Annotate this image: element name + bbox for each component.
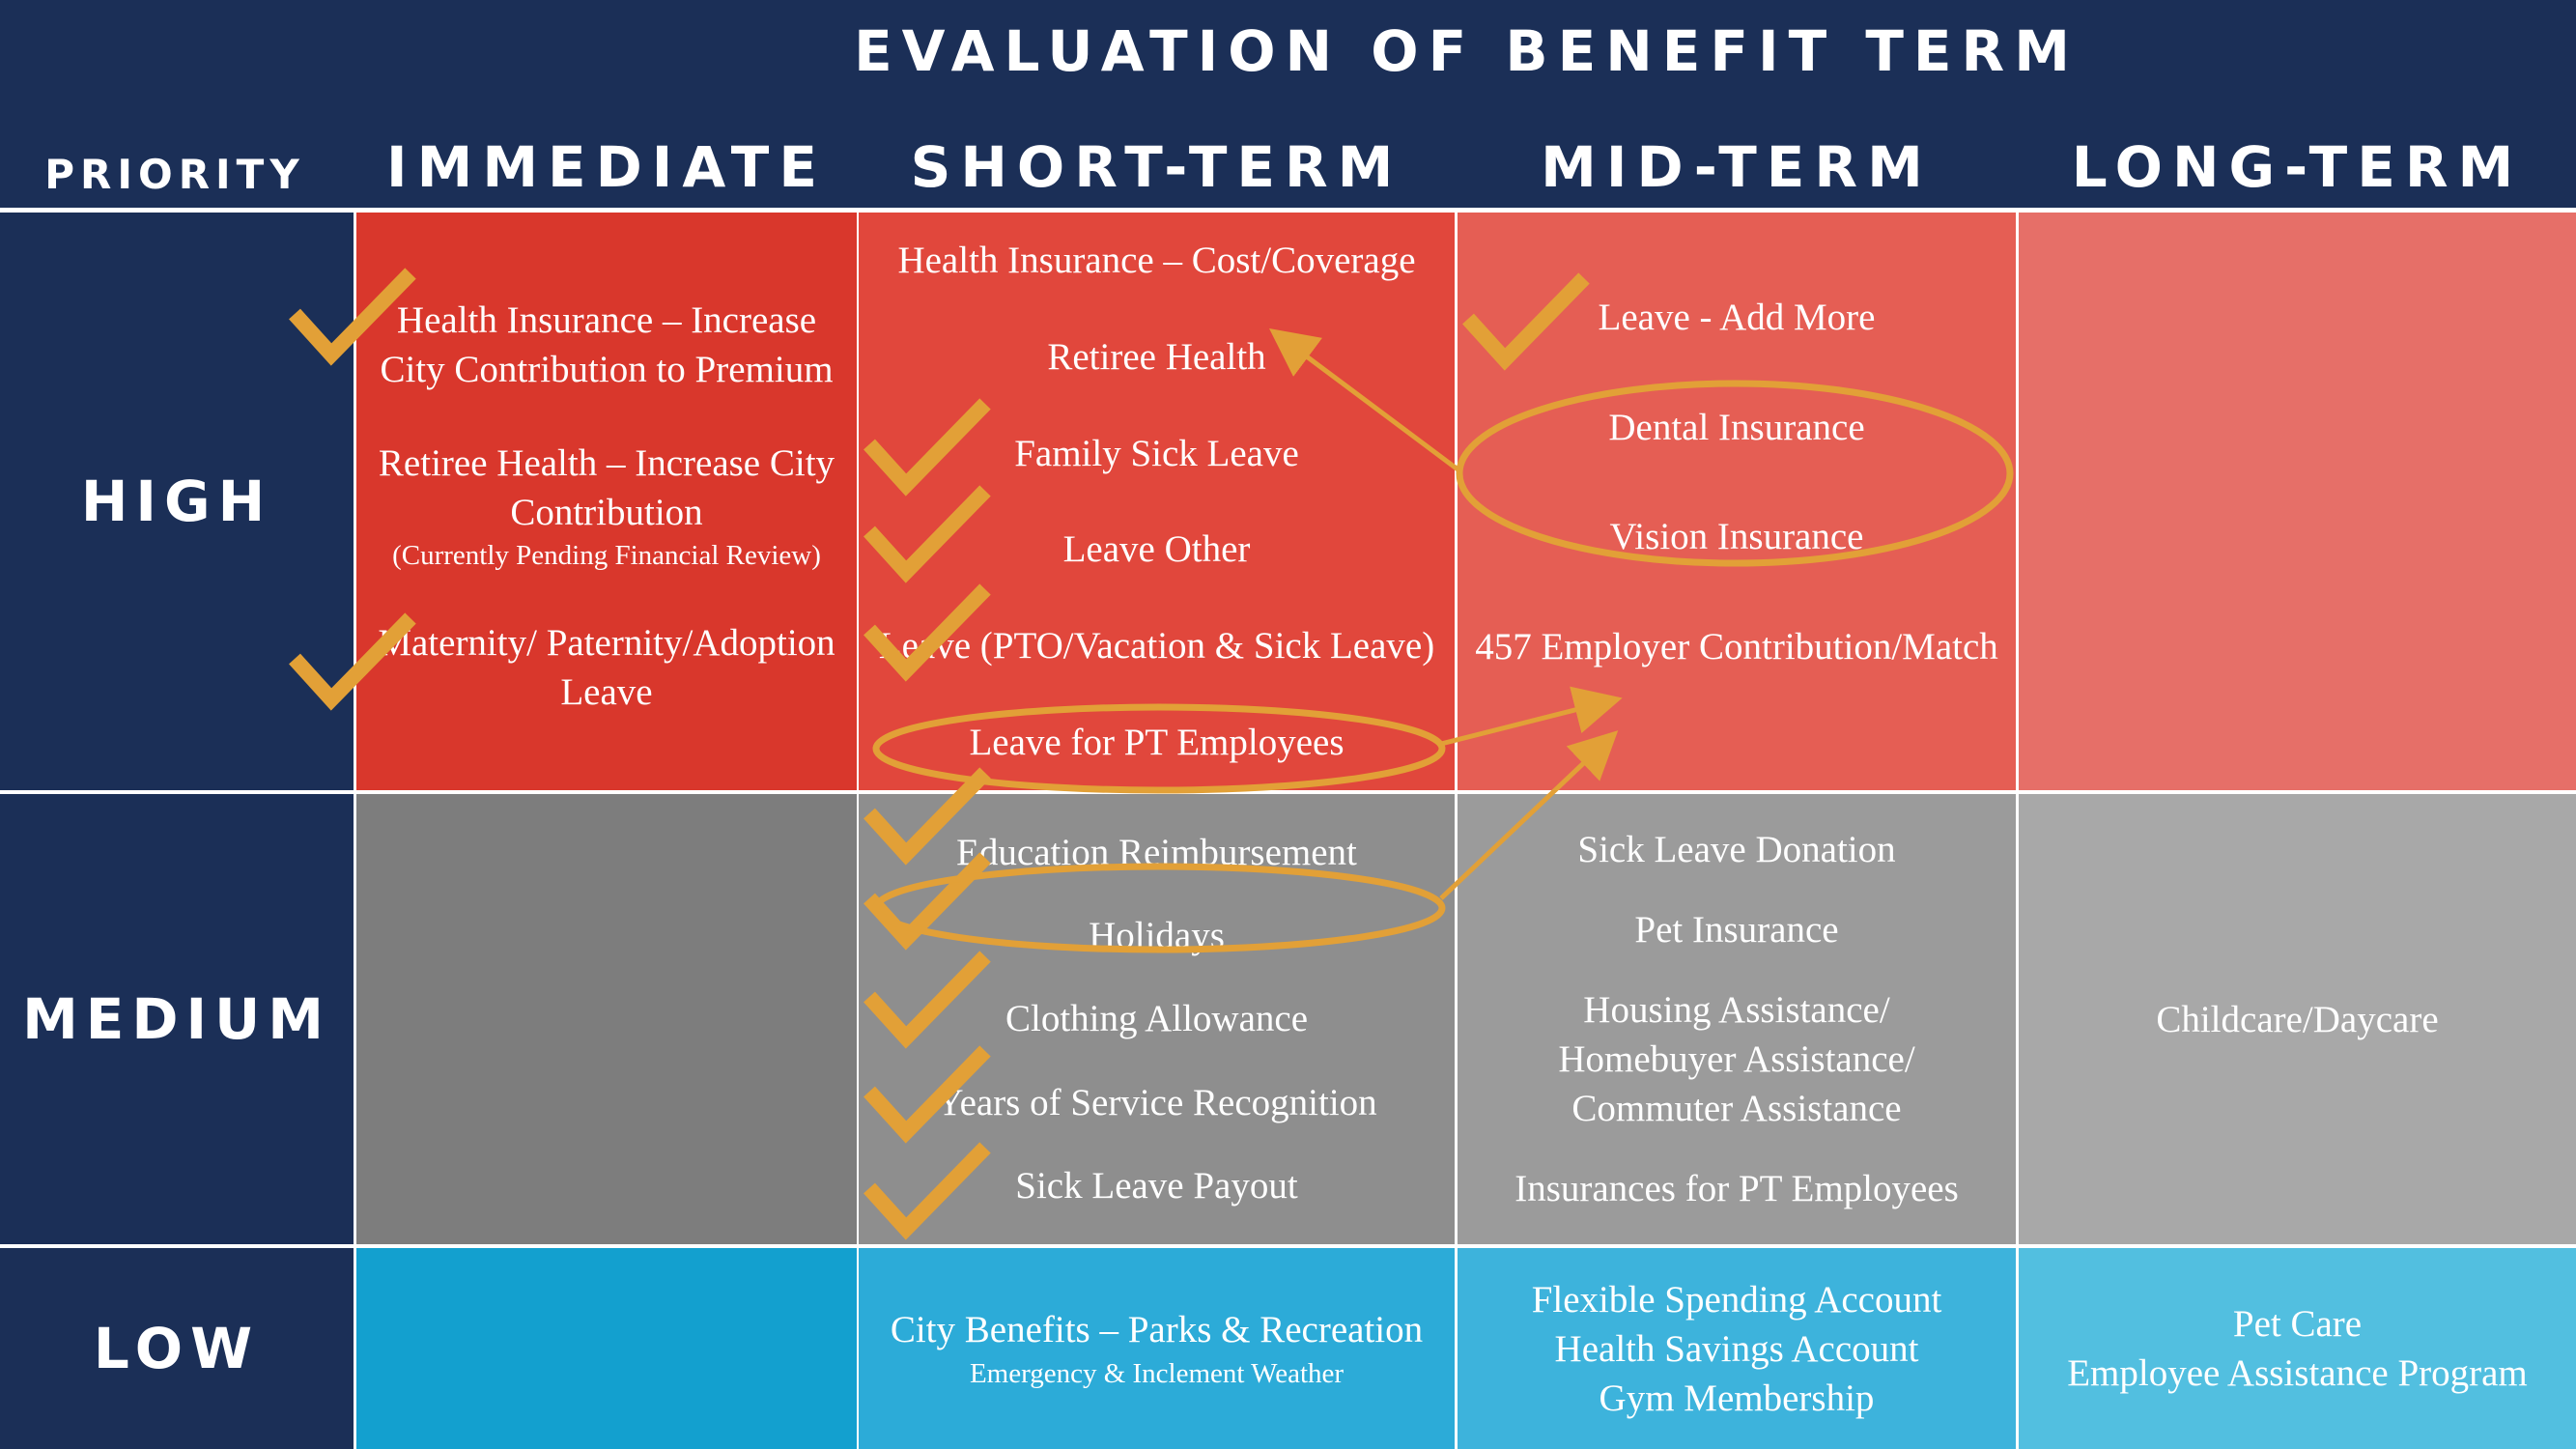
cell-low-mid-term: Flexible Spending Account Health Savings… [1458, 1248, 2016, 1449]
benefit-item: Leave (PTO/Vacation & Sick Leave) [878, 624, 1435, 667]
column-header-long-term: LONG-TERM [2071, 133, 2524, 200]
benefit-item: Employee Assistance Program [2067, 1352, 2528, 1394]
benefit-item: Health Savings Account [1554, 1327, 1919, 1370]
benefit-item: 457 Employer Contribution/Match [1475, 626, 1998, 668]
cell-medium-immediate [356, 794, 857, 1244]
benefit-item: Retiree Health – Increase City Contribut… [370, 439, 843, 574]
benefit-item: Sick Leave Payout [1015, 1164, 1298, 1207]
cell-medium-long-term: Childcare/Daycare [2019, 794, 2576, 1244]
benefit-item: Health Insurance – Increase City Contrib… [380, 299, 834, 390]
title: EVALUATION OF BENEFIT TERM [854, 17, 2080, 84]
benefit-item: Housing Assistance/ Homebuyer Assistance… [1558, 989, 1915, 1129]
benefit-item: Holidays [1089, 915, 1225, 957]
benefit-item: Leave for PT Employees [969, 721, 1345, 763]
benefit-item: Childcare/Daycare [2156, 998, 2439, 1040]
benefit-item: Dental Insurance [1608, 406, 1865, 448]
column-header-mid-term: MID-TERM [1541, 133, 1933, 200]
benefit-item: Retiree Health [1047, 335, 1266, 378]
benefit-item: Pet Insurance [1634, 909, 1839, 951]
benefit-item: Sick Leave Donation [1577, 829, 1896, 870]
benefit-item: Clothing Allowance [1005, 998, 1309, 1040]
row-label-high: HIGH [0, 213, 354, 790]
benefit-item: Family Sick Leave [1014, 432, 1299, 474]
column-header-immediate: IMMEDIATE [386, 133, 827, 200]
benefit-item: Vision Insurance [1609, 516, 1864, 558]
cell-medium-short-term: Education Reimbursement Holidays Clothin… [859, 794, 1455, 1244]
header-band [0, 0, 2576, 208]
benefit-item: Years of Service Recognition [936, 1081, 1377, 1123]
benefit-item: Maternity/ Paternity/Adoption Leave [378, 622, 835, 713]
priority-header: PRIORITY [44, 150, 305, 198]
benefit-item: Health Insurance – Cost/Coverage [897, 240, 1416, 282]
benefit-item: Emergency & Inclement Weather [969, 1357, 1345, 1389]
benefit-item: Flexible Spending Account [1531, 1278, 1942, 1321]
column-header-short-term: SHORT-TERM [910, 133, 1403, 200]
benefit-item: Education Reimbursement [956, 832, 1357, 874]
benefit-item: Pet Care [2232, 1303, 2363, 1345]
cell-high-short-term: Health Insurance – Cost/Coverage Retiree… [859, 213, 1455, 790]
benefit-item-label: Retiree Health – Increase City Contribut… [378, 442, 835, 533]
benefit-item: Leave Other [1062, 528, 1251, 571]
cell-medium-mid-term: Sick Leave Donation Pet Insurance Housin… [1458, 794, 2016, 1244]
cell-low-long-term: Pet Care Employee Assistance Program [2019, 1248, 2576, 1449]
cell-low-immediate [356, 1248, 857, 1449]
row-label-low: LOW [0, 1248, 354, 1449]
benefit-item: City Benefits – Parks & Recreation [890, 1308, 1424, 1350]
row-label-medium: MEDIUM [0, 794, 354, 1244]
benefit-item-note: (Currently Pending Financial Review) [392, 540, 821, 571]
cell-low-short-term: City Benefits – Parks & Recreation Emerg… [859, 1248, 1455, 1449]
benefit-item: Leave - Add More [1598, 296, 1876, 338]
cell-high-mid-term: Leave - Add More Dental Insurance Vision… [1458, 213, 2016, 790]
cell-high-immediate: Health Insurance – Increase City Contrib… [356, 213, 857, 790]
benefit-item: Gym Membership [1599, 1377, 1875, 1419]
cell-high-long-term [2019, 213, 2576, 790]
benefit-item: Insurances for PT Employees [1514, 1168, 1959, 1209]
